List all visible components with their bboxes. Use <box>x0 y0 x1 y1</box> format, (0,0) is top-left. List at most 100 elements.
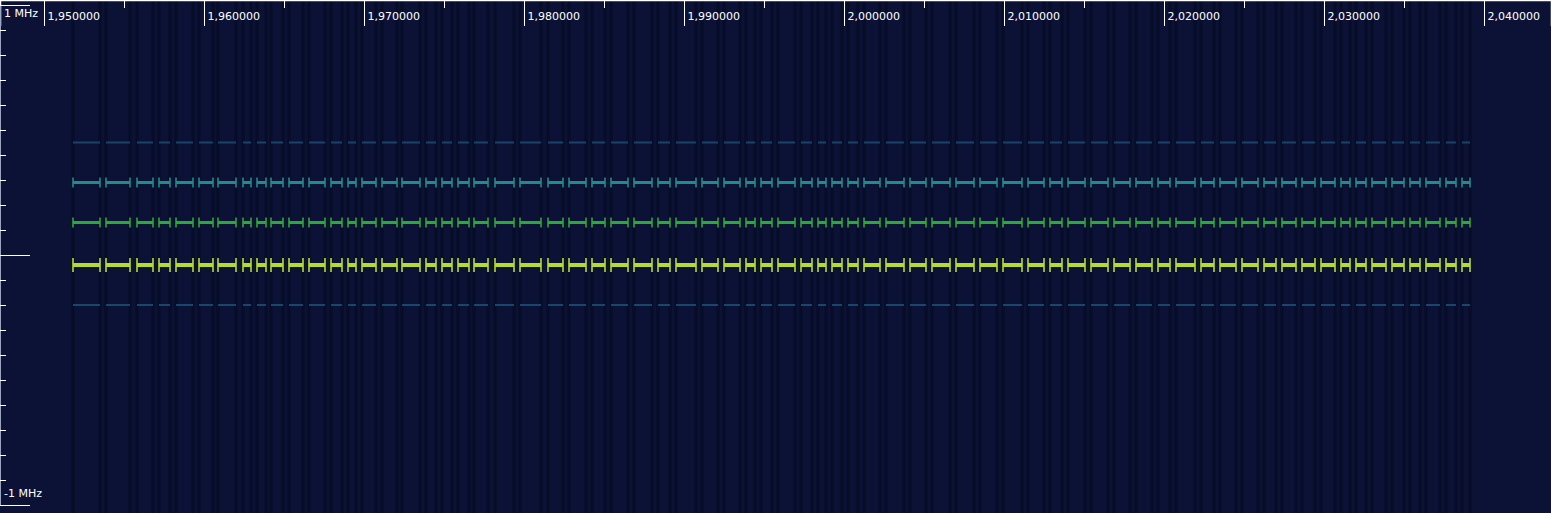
pulse-segment <box>548 304 563 306</box>
edge-stripe <box>903 0 906 513</box>
edge-splatter <box>562 178 564 188</box>
edge-stripe <box>1001 0 1004 513</box>
pulse-segment <box>382 221 397 224</box>
pulse-segment <box>1158 221 1170 224</box>
edge-splatter <box>1419 218 1421 228</box>
edge-stripe <box>717 0 720 513</box>
edge-splatter <box>831 258 833 272</box>
edge-stripe <box>235 0 238 513</box>
pulse-segment <box>778 263 795 267</box>
pulse-segment <box>137 221 153 224</box>
pulse-segment <box>1158 263 1170 267</box>
pulse-segment <box>331 181 342 184</box>
pulse-segment <box>1050 263 1062 267</box>
edge-splatter <box>519 178 521 188</box>
edge-splatter <box>695 178 697 188</box>
edge-splatter <box>760 218 762 228</box>
pulse-segment <box>724 181 740 184</box>
y-minor-tick <box>0 280 6 281</box>
edge-splatter <box>401 218 403 228</box>
pulse-segment <box>569 142 586 144</box>
pulse-segment <box>634 221 652 224</box>
pulse-segment <box>159 142 170 144</box>
pulse-segment <box>382 181 397 184</box>
pulse-segment <box>520 263 541 267</box>
edge-splatter <box>347 178 349 188</box>
edge-stripe <box>669 0 672 513</box>
pulse-segment <box>980 181 997 184</box>
pulse-segment <box>1321 221 1335 224</box>
edge-splatter <box>282 258 284 272</box>
edge-stripe <box>1391 0 1394 513</box>
edge-splatter <box>745 218 747 228</box>
edge-splatter <box>1219 258 1221 272</box>
y-minor-tick <box>0 405 6 406</box>
edge-splatter <box>1425 178 1427 188</box>
pulse-segment <box>1220 142 1236 144</box>
edge-splatter <box>451 218 453 228</box>
y-minor-tick <box>0 355 6 356</box>
edge-splatter <box>341 258 343 272</box>
edge-splatter <box>192 178 194 188</box>
pulse-segment <box>199 142 213 144</box>
pulse-segment <box>1282 142 1296 144</box>
edge-splatter <box>198 258 200 272</box>
pulse-segment <box>980 142 997 144</box>
edge-splatter <box>235 178 237 188</box>
edge-splatter <box>857 258 859 272</box>
x-tick-mark <box>1004 0 1005 26</box>
edge-splatter <box>1385 178 1387 188</box>
edge-stripe <box>925 0 928 513</box>
pulse-segment <box>1068 304 1085 306</box>
edge-splatter <box>1257 258 1259 272</box>
pulse-segment <box>309 304 325 306</box>
pulse-segment <box>426 142 436 144</box>
pulse-segment <box>442 263 452 267</box>
pulse-segment <box>724 304 740 306</box>
pulse-segment <box>886 142 904 144</box>
edge-stripe <box>361 0 364 513</box>
edge-splatter <box>1295 258 1297 272</box>
pulse-segment <box>1321 304 1335 306</box>
edge-splatter <box>657 218 659 228</box>
pulse-segment <box>426 221 436 224</box>
pulse-segment <box>864 263 880 267</box>
edge-stripe <box>1263 0 1266 513</box>
x-minor-tick <box>1244 0 1245 8</box>
pulse-segment <box>801 181 812 184</box>
edge-splatter <box>1409 258 1411 272</box>
edge-splatter <box>158 178 160 188</box>
edge-splatter <box>1194 218 1196 228</box>
x-minor-tick <box>284 0 285 8</box>
edge-splatter <box>879 178 881 188</box>
edge-splatter <box>519 258 521 272</box>
pulse-segment <box>980 263 997 267</box>
pulse-segment <box>159 263 170 267</box>
pulse-segment <box>848 142 858 144</box>
edge-splatter <box>487 258 489 272</box>
edge-stripe <box>381 0 384 513</box>
pulse-segment <box>1321 263 1335 267</box>
pulse-segment <box>257 304 266 306</box>
edge-splatter <box>1157 178 1159 188</box>
pulse-segment <box>1091 221 1108 224</box>
edge-splatter <box>1455 218 1457 228</box>
edge-splatter <box>562 258 564 272</box>
edge-splatter <box>308 218 310 228</box>
edge-splatter <box>717 258 719 272</box>
pulse-segment <box>569 221 586 224</box>
pulse-segment <box>1341 263 1350 267</box>
edge-splatter <box>425 218 427 228</box>
edge-splatter <box>1320 258 1322 272</box>
edge-splatter <box>1043 258 1045 272</box>
x-minor-tick <box>924 0 925 8</box>
edge-splatter <box>1263 178 1265 188</box>
pulse-segment <box>176 181 193 184</box>
edge-splatter <box>1320 178 1322 188</box>
pulse-segment <box>634 304 652 306</box>
pulse-segment <box>1003 263 1022 267</box>
y-tick: 1 MHz <box>0 6 38 20</box>
edge-stripe <box>1445 0 1448 513</box>
pulse-segment <box>362 263 376 267</box>
edge-splatter <box>1049 178 1051 188</box>
